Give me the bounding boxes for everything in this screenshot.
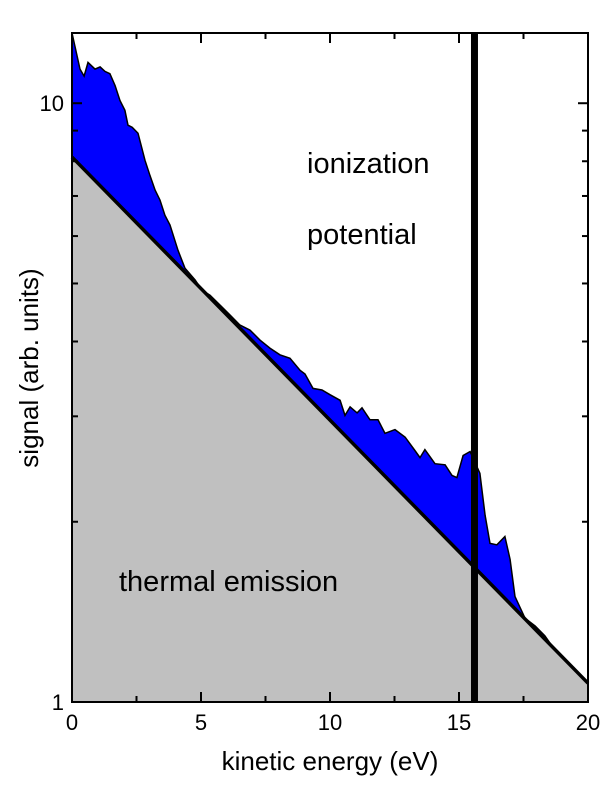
annotation-potential: potential <box>307 219 417 251</box>
x-tick-label: 0 <box>66 710 78 735</box>
y-tick-label: 10 <box>40 91 64 116</box>
x-tick-label: 10 <box>318 710 342 735</box>
y-axis-label: signal (arb. units) <box>14 268 44 467</box>
annotation-thermal-emission: thermal emission <box>119 566 338 598</box>
signal-line <box>71 32 589 690</box>
annotation-ionization: ionization <box>307 148 430 180</box>
thermal-emission-area <box>72 157 588 703</box>
x-tick-label: 15 <box>447 710 471 735</box>
thermal-emission-line <box>70 155 590 685</box>
x-tick-label: 5 <box>195 710 207 735</box>
x-tick-label: 20 <box>576 710 600 735</box>
y-tick-label: 1 <box>52 690 64 715</box>
x-axis-label: kinetic energy (eV) <box>222 746 439 776</box>
